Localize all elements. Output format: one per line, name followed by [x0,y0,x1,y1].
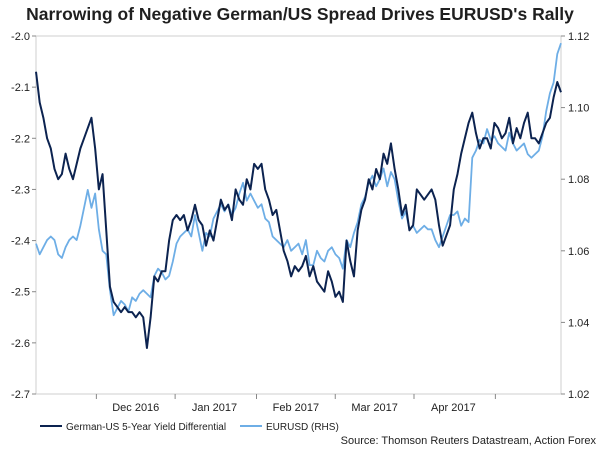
right-tick-label: 1.06 [568,246,589,258]
x-tick-label: Feb 2017 [273,402,319,414]
right-tick-label: 1.10 [568,103,589,115]
right-axis-ticks: 1.12 1.10 1.08 1.06 1.04 1.02 [561,31,589,401]
right-tick-label: 1.02 [568,389,589,401]
left-tick-label: -2.0 [11,31,30,43]
x-tick-label: Apr 2017 [431,402,476,414]
series-group [35,42,562,349]
left-tick-label: -2.1 [11,82,30,94]
right-tick-label: 1.04 [568,317,589,329]
x-axis-ticks: Dec 2016 Jan 2017 Feb 2017 Mar 2017 Apr 2017 [95,394,496,414]
left-axis-ticks: -2.0 -2.1 -2.2 -2.3 -2.4 -2.5 -2.6 -2.7 [11,31,36,401]
legend-label-yield-differential: German-US 5-Year Yield Differential [66,422,226,433]
right-tick-label: 1.08 [568,174,589,186]
source-note: Source: Thomson Reuters Datastream, Acti… [341,435,597,447]
plot-area [35,35,562,395]
legend: German-US 5-Year Yield Differential EURU… [40,422,339,433]
x-tick-label: Jan 2017 [192,402,237,414]
x-tick-label: Mar 2017 [351,402,397,414]
chart-title: Narrowing of Negative German/US Spread D… [26,4,574,24]
left-tick-label: -2.6 [11,338,30,350]
left-tick-label: -2.2 [11,133,30,145]
right-tick-label: 1.12 [568,31,589,43]
x-tick-label: Dec 2016 [112,402,159,414]
left-tick-label: -2.4 [11,236,30,248]
left-tick-label: -2.3 [11,184,30,196]
left-tick-label: -2.7 [11,389,30,401]
series-line-eurusd [35,42,562,317]
legend-label-eurusd: EURUSD (RHS) [266,422,339,433]
series-line-yield-differential [35,71,562,349]
left-tick-label: -2.5 [11,287,30,299]
